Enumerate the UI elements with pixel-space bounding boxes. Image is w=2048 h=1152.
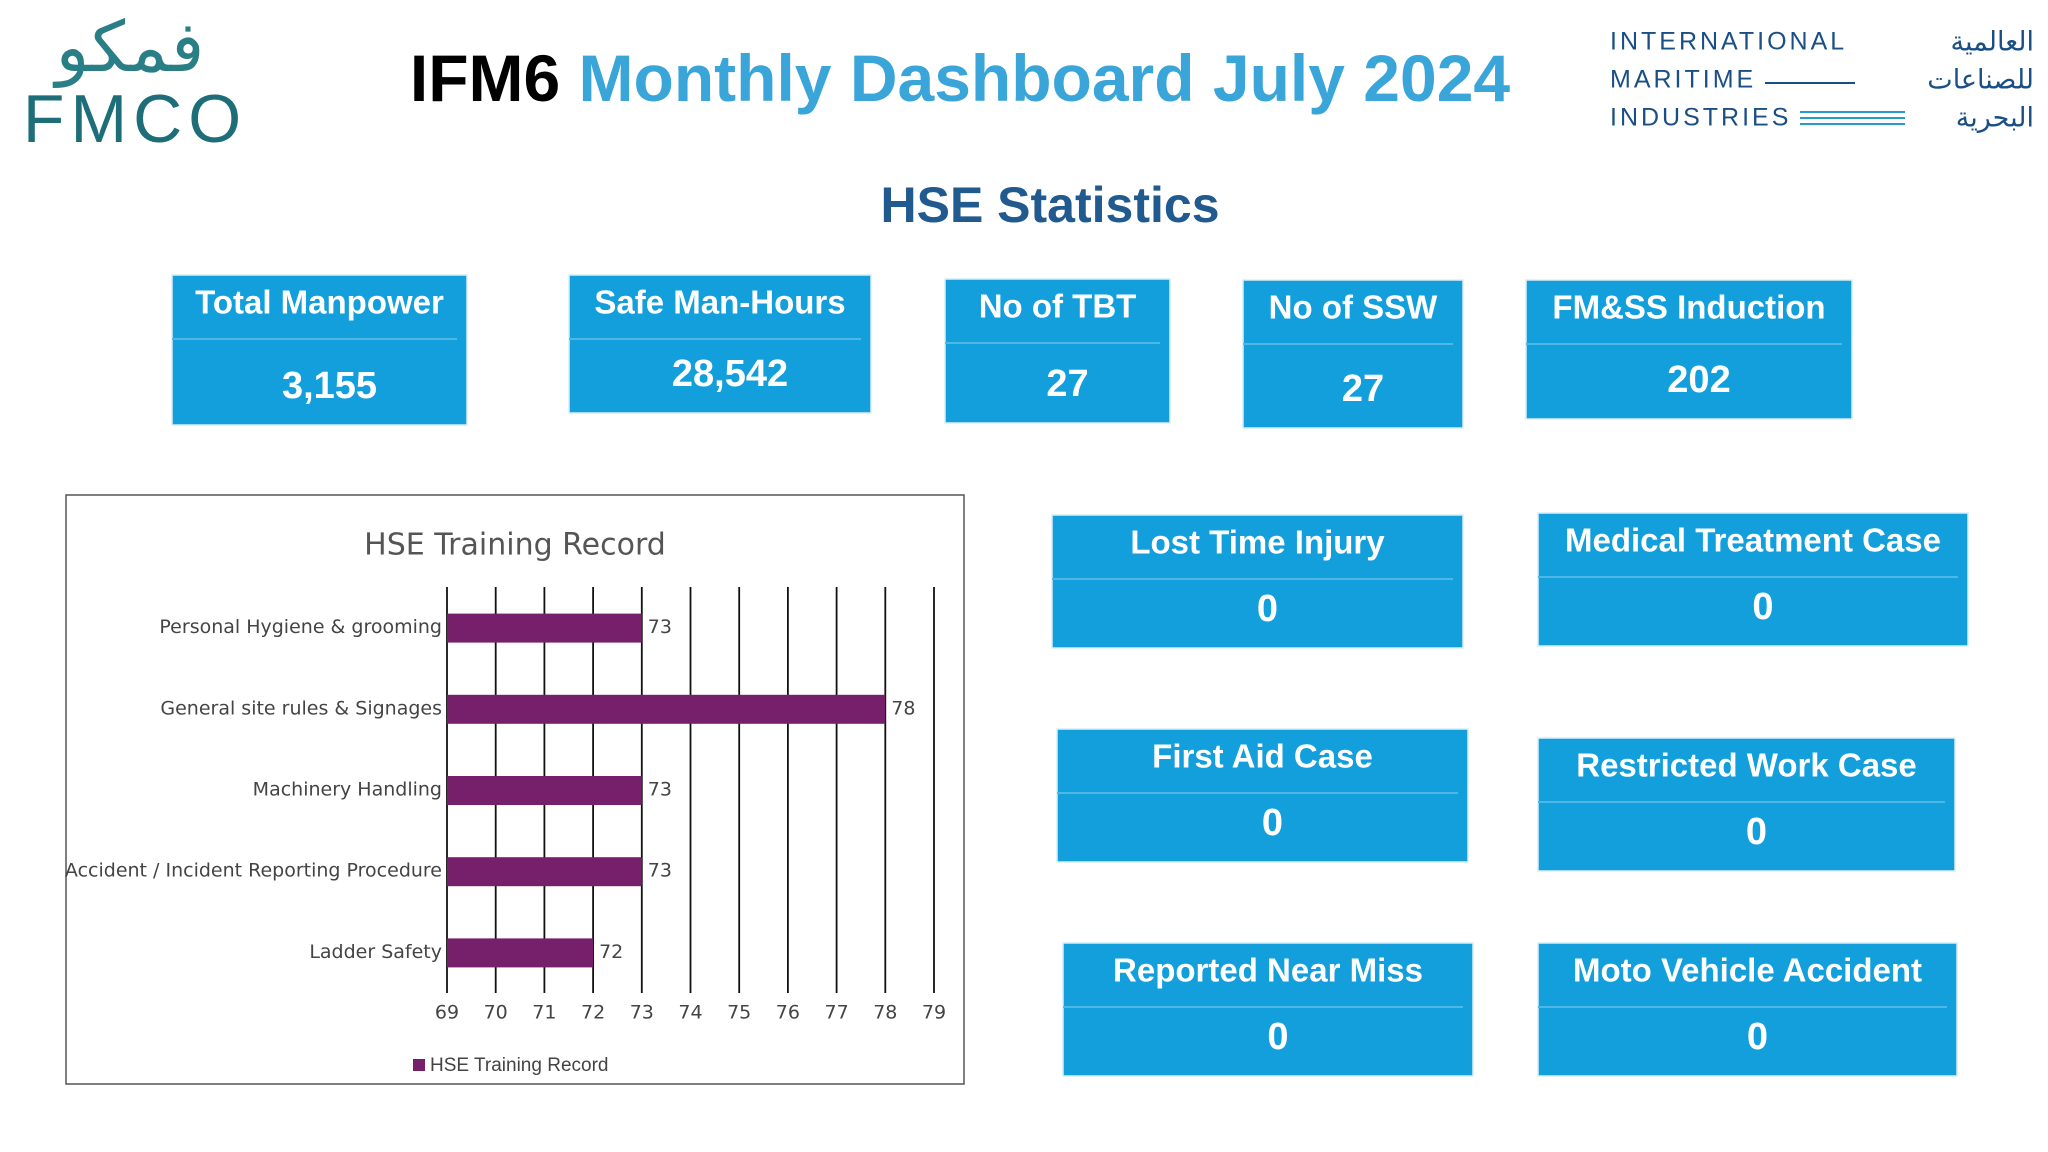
partner-arabic: العالمية [1951, 27, 2034, 58]
page-title: IFM6 Monthly Dashboard July 2024 [410, 41, 1511, 115]
stat-label: Safe Man-Hours [594, 284, 845, 321]
x-tick-label: 78 [873, 1002, 897, 1024]
y-tick-label: Accident / Incident Reporting Procedure [65, 860, 442, 882]
stat-card [1537, 512, 1969, 647]
stat-card [1537, 737, 1956, 872]
x-tick-label: 76 [776, 1002, 800, 1024]
y-tick-label: Personal Hygiene & grooming [159, 616, 442, 638]
partner-logo: INTERNATIONAL العالمية MARITIME للصناعات IND… [1610, 27, 2034, 134]
stat-label: Medical Treatment Case [1565, 522, 1941, 559]
stat-card [1525, 279, 1853, 420]
partner-english: INTERNATIONAL [1610, 28, 1847, 56]
data-label: 73 [648, 860, 672, 882]
data-label: 78 [891, 697, 915, 719]
title-prefix: IFM6 [410, 41, 560, 115]
stat-card [1537, 942, 1958, 1077]
stat-label: No of TBT [979, 288, 1137, 325]
stat-label: Reported Near Miss [1113, 952, 1423, 989]
stat-value: 28,542 [672, 353, 788, 395]
x-tick-label: 72 [581, 1002, 605, 1024]
stat-card [1242, 279, 1464, 429]
stat-value: 0 [1746, 811, 1767, 853]
stat-value: 0 [1267, 1016, 1288, 1058]
stat-value: 0 [1262, 802, 1283, 844]
stat-value: 27 [1046, 363, 1088, 405]
stat-value: 0 [1752, 586, 1773, 628]
y-tick-label: Ladder Safety [309, 941, 442, 963]
bar [447, 613, 642, 643]
bar [447, 776, 642, 805]
data-label: 72 [599, 941, 623, 963]
stat-card [944, 278, 1171, 424]
x-tick-label: 74 [678, 1002, 702, 1024]
stat-value: 202 [1667, 359, 1730, 401]
y-tick-label: General site rules & Signages [160, 697, 442, 719]
stat-card [1051, 514, 1464, 649]
section-title: HSE Statistics [880, 177, 1219, 233]
logo-arabic: فمكو [53, 6, 205, 88]
stat-value: 27 [1342, 368, 1384, 410]
legend-label: HSE Training Record [430, 1055, 608, 1076]
stat-value: 3,155 [282, 365, 377, 407]
partner-english: INDUSTRIES [1610, 104, 1791, 132]
y-tick-label: Machinery Handling [253, 779, 442, 801]
title-main: Monthly Dashboard July 2024 [579, 41, 1511, 115]
bar [447, 938, 594, 968]
x-tick-label: 77 [825, 1002, 849, 1024]
stat-value: 0 [1747, 1016, 1768, 1058]
stat-card [568, 274, 872, 414]
stat-label: Moto Vehicle Accident [1573, 952, 1922, 989]
x-tick-label: 79 [922, 1002, 946, 1024]
x-tick-label: 69 [435, 1002, 459, 1024]
logo-latin: FMCO [23, 81, 247, 157]
bar [447, 857, 642, 887]
x-tick-label: 71 [532, 1002, 556, 1024]
data-label: 73 [648, 779, 672, 801]
partner-english: MARITIME [1610, 66, 1756, 94]
stat-label: No of SSW [1269, 289, 1438, 326]
stat-label: First Aid Case [1152, 738, 1373, 775]
stat-value: 0 [1257, 588, 1278, 630]
x-tick-label: 70 [484, 1002, 508, 1024]
stat-label: Total Manpower [195, 284, 444, 321]
stat-card [1056, 728, 1469, 863]
partner-arabic: البحرية [1956, 103, 2034, 134]
partner-arabic: للصناعات [1927, 65, 2034, 96]
data-label: 73 [648, 616, 672, 638]
stat-label: FM&SS Induction [1552, 289, 1825, 326]
x-tick-label: 75 [727, 1002, 751, 1024]
stat-label: Restricted Work Case [1576, 747, 1917, 784]
x-tick-label: 73 [630, 1002, 654, 1024]
stat-label: Lost Time Injury [1130, 524, 1385, 561]
stat-card [1062, 942, 1474, 1077]
bar [447, 694, 886, 724]
chart-title: HSE Training Record [364, 528, 666, 563]
stat-card [171, 274, 468, 426]
legend-swatch [413, 1059, 425, 1071]
